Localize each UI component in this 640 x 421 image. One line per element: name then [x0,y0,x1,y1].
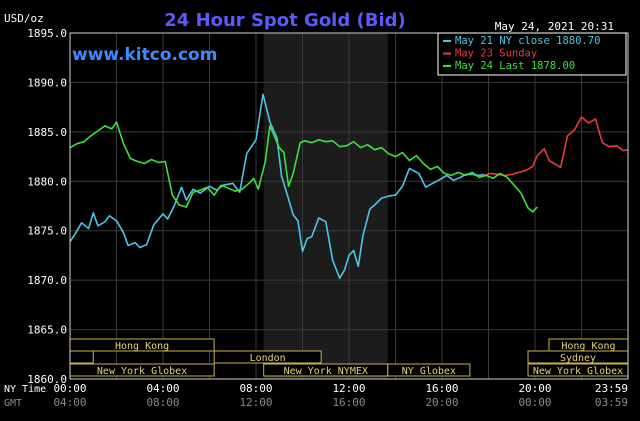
plot-border [69,32,629,380]
session-label: Hong Kong [561,341,615,352]
x-axis-row-label: GMT [4,398,22,409]
session-label: London [250,353,286,364]
x-tick-label: 16:00 [425,382,458,395]
x-tick-label: 08:00 [146,396,179,409]
series-line [69,121,538,213]
session-label: NY Globex [402,366,456,377]
session-label: Sydney [560,353,596,364]
session-label: Hong Kong [115,341,169,352]
x-tick-label: 03:59 [595,396,628,409]
price-series [69,93,629,280]
legend-box [437,32,627,76]
chart-timestamp: May 24, 2021 20:31 [495,20,614,33]
chart-title: 24 Hour Spot Gold (Bid) [164,10,405,31]
session-label: New York Globex [97,366,187,377]
x-tick-label: 00:00 [53,382,86,395]
x-tick-label: 04:00 [53,396,86,409]
series-line [483,116,629,177]
x-tick-label: 08:00 [239,382,272,395]
kitco-brand: www.kitco.com [72,45,217,65]
y-axis-unit-label: USD/oz [4,12,44,25]
x-tick-label: 04:00 [146,382,179,395]
legend-entry: May 21 NY close 1880.70 [455,35,600,47]
legend-entry: May 24 Last 1878.00 [455,60,575,72]
session-bar [387,363,471,377]
y-tick-label: 1885.0 [27,126,67,139]
y-tick-label: 1875.0 [27,225,67,238]
x-tick-label: 00:00 [518,396,551,409]
session-label: New York Globex [533,366,623,377]
x-tick-label: 20:00 [425,396,458,409]
y-tick-label: 1895.0 [27,27,67,40]
y-tick-label: 1860.0 [27,373,67,386]
market-sessions: Hong Kong Hong Kong London Sydney New York G… [69,338,629,377]
y-tick-label: 1880.0 [27,175,67,188]
x-axis-row-label: NY Time [4,384,46,395]
y-tick-label: 1865.0 [27,324,67,337]
y-tick-label: 1870.0 [27,274,67,287]
x-axis-ticks: NY Time 00:00 04:00 08:00 12:00 16:00 20:00 23:… [4,382,628,409]
session-bar [69,350,94,364]
x-tick-label: 20:00 [518,382,551,395]
x-tick-label: 16:00 [332,396,365,409]
x-tick-label: 23:59 [595,382,628,395]
y-axis-ticks: 1895.0 1890.0 1885.0 1880.0 1875.0 1870.0 1865… [27,27,67,386]
series-line [69,93,485,280]
session-label: New York NYMEX [284,366,368,377]
x-tick-label: 12:00 [239,396,272,409]
session-bar [213,350,322,364]
legend-entry: May 23 Sunday [455,48,537,60]
x-tick-label: 12:00 [332,382,365,395]
y-tick-label: 1890.0 [27,76,67,89]
nymex-shaded-region [263,33,388,379]
